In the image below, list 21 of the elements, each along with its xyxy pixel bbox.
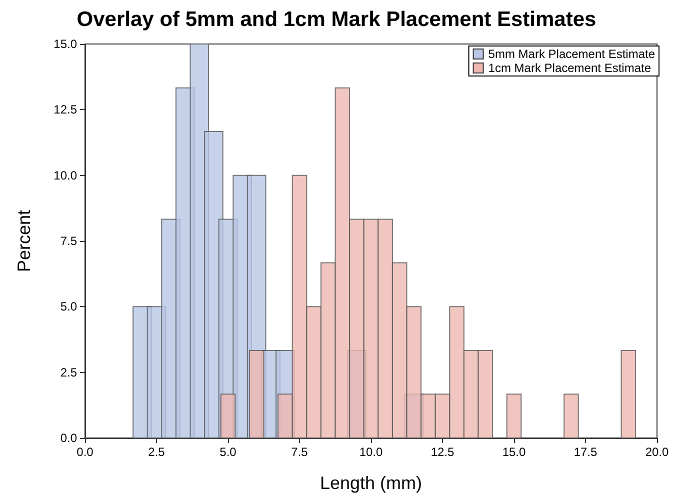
y-tick-label: 15.0 — [54, 37, 78, 51]
x-axis-title: Length (mm) — [320, 473, 422, 493]
y-tick-label: 0.0 — [60, 431, 78, 445]
x-tick-label: 10.0 — [359, 445, 383, 459]
y-tick-label: 12.5 — [54, 102, 78, 117]
chart-title: Overlay of 5mm and 1cm Mark Placement Estimates — [76, 8, 596, 31]
y-axis-title: Percent — [14, 210, 34, 272]
y-tick-label: 7.5 — [60, 234, 78, 248]
x-tick-label: 2.5 — [148, 445, 166, 459]
x-tick-label: 12.5 — [430, 445, 454, 459]
x-tick-label: 5.0 — [220, 445, 237, 459]
x-tick-label: 17.5 — [574, 445, 598, 459]
x-tick-label: 15.0 — [502, 445, 526, 459]
y-tick-label: 10.0 — [54, 168, 78, 182]
y-tick-label: 2.5 — [60, 365, 78, 380]
legend-label: 1cm Mark Placement Estimate — [488, 61, 652, 75]
x-tick-label: 20.0 — [645, 445, 669, 459]
x-tick-label: 0.0 — [76, 445, 94, 459]
y-tick-label: 5.0 — [60, 300, 78, 314]
legend-label: 5mm Mark Placement Estimate — [488, 47, 656, 61]
x-tick-label: 7.5 — [291, 445, 308, 459]
